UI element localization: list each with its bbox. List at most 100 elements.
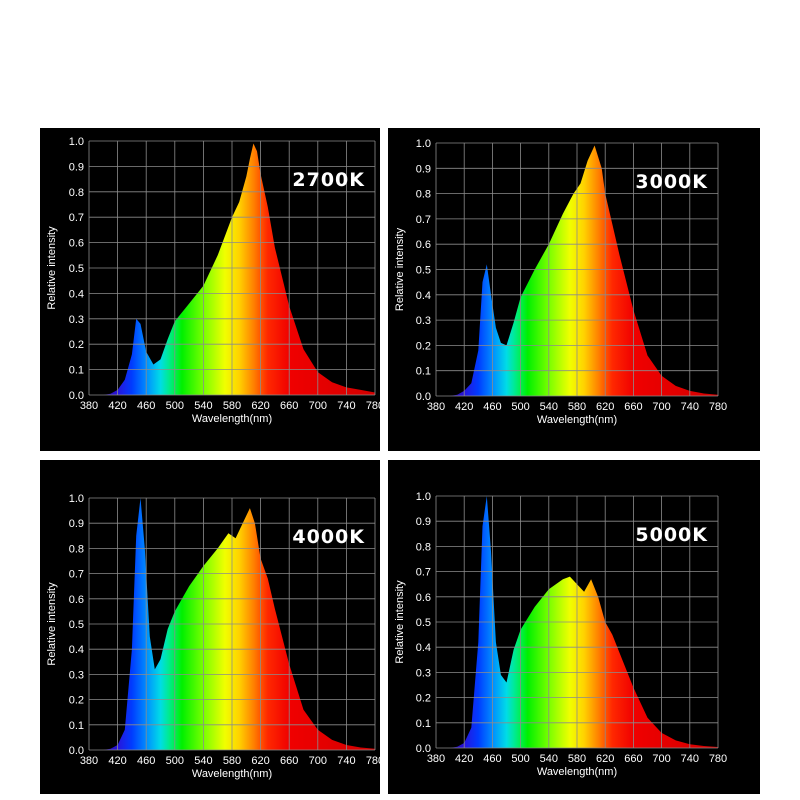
chart-title: 4000K [292, 526, 365, 548]
y-tick-label: 0.8 [416, 541, 431, 553]
x-tick-label: 420 [455, 401, 473, 413]
y-tick-label: 0.6 [416, 239, 431, 251]
y-tick-label: 0.1 [69, 720, 84, 732]
y-tick-label: 0.0 [69, 390, 84, 402]
x-tick-label: 580 [223, 400, 241, 412]
x-tick-label: 660 [624, 753, 642, 765]
y-tick-label: 0.0 [69, 745, 84, 757]
y-tick-label: 0.7 [69, 569, 84, 581]
x-tick-label: 700 [652, 401, 670, 413]
x-tick-label: 460 [137, 755, 155, 767]
x-tick-label: 580 [568, 401, 586, 413]
y-tick-label: 0.9 [416, 163, 431, 175]
chart-title: 3000K [635, 171, 708, 193]
y-tick-label: 0.6 [69, 594, 84, 606]
y-tick-label: 0.2 [69, 339, 84, 351]
x-tick-label: 460 [483, 753, 501, 765]
x-tick-label: 500 [511, 401, 529, 413]
x-tick-label: 380 [427, 753, 445, 765]
y-tick-label: 0.4 [69, 288, 84, 300]
y-tick-label: 0.2 [416, 340, 431, 352]
x-tick-label: 420 [455, 753, 473, 765]
y-tick-label: 0.1 [69, 365, 84, 377]
x-tick-label: 740 [337, 755, 355, 767]
x-axis-label: Wavelength(nm) [537, 414, 617, 426]
x-tick-label: 580 [568, 753, 586, 765]
chart-panel-4000k: 380 420 460 500 540 580 620 660 700 740 780 0.0 0.1 0… [40, 460, 380, 794]
spectrum-chart: 380 420 460 500 540 580 620 660 700 740 780 0.0 0.1 0… [394, 491, 727, 778]
x-tick-label: 580 [223, 755, 241, 767]
y-tick-label: 0.0 [416, 743, 431, 755]
chart-title: 5000K [635, 524, 708, 546]
y-tick-label: 0.4 [416, 290, 431, 302]
chart-panel-5000k: 380 420 460 500 540 580 620 660 700 740 780 0.0 0.1 0… [388, 460, 760, 794]
y-tick-label: 0.6 [69, 238, 84, 250]
y-tick-label: 0.4 [416, 642, 431, 654]
x-tick-label: 700 [309, 755, 327, 767]
y-tick-label: 0.2 [416, 693, 431, 705]
x-axis-label: Wavelength(nm) [537, 766, 617, 778]
y-tick-label: 0.3 [69, 669, 84, 681]
x-tick-label: 460 [483, 401, 501, 413]
y-tick-label: 0.3 [416, 315, 431, 327]
y-tick-label: 0.5 [69, 263, 84, 275]
y-tick-label: 1.0 [69, 493, 84, 505]
y-tick-label: 0.3 [416, 667, 431, 679]
y-tick-label: 0.8 [416, 189, 431, 201]
y-tick-label: 0.7 [416, 567, 431, 579]
x-tick-label: 420 [108, 400, 126, 412]
x-tick-label: 500 [166, 400, 184, 412]
y-tick-label: 0.4 [69, 644, 84, 656]
x-axis-label: Wavelength(nm) [192, 768, 272, 780]
chart-title: 2700K [292, 169, 365, 191]
y-axis-label: Relative intensity [46, 226, 58, 310]
x-tick-label: 740 [337, 400, 355, 412]
x-tick-label: 420 [108, 755, 126, 767]
y-tick-label: 0.2 [69, 695, 84, 707]
x-tick-label: 660 [624, 401, 642, 413]
spectrum-chart: 380 420 460 500 540 580 620 660 700 740 780 0.0 0.1 0… [46, 493, 380, 780]
y-tick-label: 0.3 [69, 314, 84, 326]
x-tick-label: 620 [251, 400, 269, 412]
y-tick-label: 1.0 [416, 138, 431, 150]
y-tick-label: 0.9 [416, 516, 431, 528]
x-tick-label: 540 [194, 755, 212, 767]
y-tick-label: 0.9 [69, 518, 84, 530]
x-tick-label: 660 [280, 755, 298, 767]
x-tick-label: 780 [366, 400, 380, 412]
spectrum-chart: 380 420 460 500 540 580 620 660 700 740 780 0.0 0.1 0… [394, 138, 727, 426]
y-axis-label: Relative intensity [46, 582, 58, 666]
y-tick-label: 1.0 [69, 136, 84, 148]
chart-panel-2700k: 380 420 460 500 540 580 620 660 700 740 780 0.0 0.1 0… [40, 128, 380, 451]
x-tick-label: 540 [194, 400, 212, 412]
y-axis-label: Relative intensity [394, 227, 406, 311]
x-tick-label: 460 [137, 400, 155, 412]
y-axis-label: Relative intensity [394, 580, 406, 664]
x-tick-label: 740 [681, 753, 699, 765]
x-tick-label: 620 [251, 755, 269, 767]
y-tick-label: 0.5 [416, 617, 431, 629]
x-tick-label: 500 [166, 755, 184, 767]
y-tick-label: 0.8 [69, 543, 84, 555]
x-tick-label: 660 [280, 400, 298, 412]
x-tick-label: 780 [709, 401, 727, 413]
x-tick-label: 740 [681, 401, 699, 413]
y-tick-label: 0.8 [69, 187, 84, 199]
x-tick-label: 620 [596, 753, 614, 765]
x-tick-label: 500 [511, 753, 529, 765]
x-tick-label: 540 [540, 753, 558, 765]
chart-panel-3000k: 380 420 460 500 540 580 620 660 700 740 780 0.0 0.1 0… [388, 128, 760, 451]
y-tick-label: 0.5 [69, 619, 84, 631]
x-tick-label: 380 [80, 400, 98, 412]
y-tick-label: 0.0 [416, 391, 431, 403]
x-tick-label: 780 [709, 753, 727, 765]
y-tick-label: 0.5 [416, 265, 431, 277]
y-tick-label: 0.1 [416, 718, 431, 730]
y-tick-label: 0.9 [69, 161, 84, 173]
x-tick-label: 540 [540, 401, 558, 413]
x-tick-label: 380 [427, 401, 445, 413]
y-tick-label: 0.1 [416, 366, 431, 378]
x-tick-label: 380 [80, 755, 98, 767]
y-tick-label: 0.7 [416, 214, 431, 226]
x-tick-label: 700 [652, 753, 670, 765]
